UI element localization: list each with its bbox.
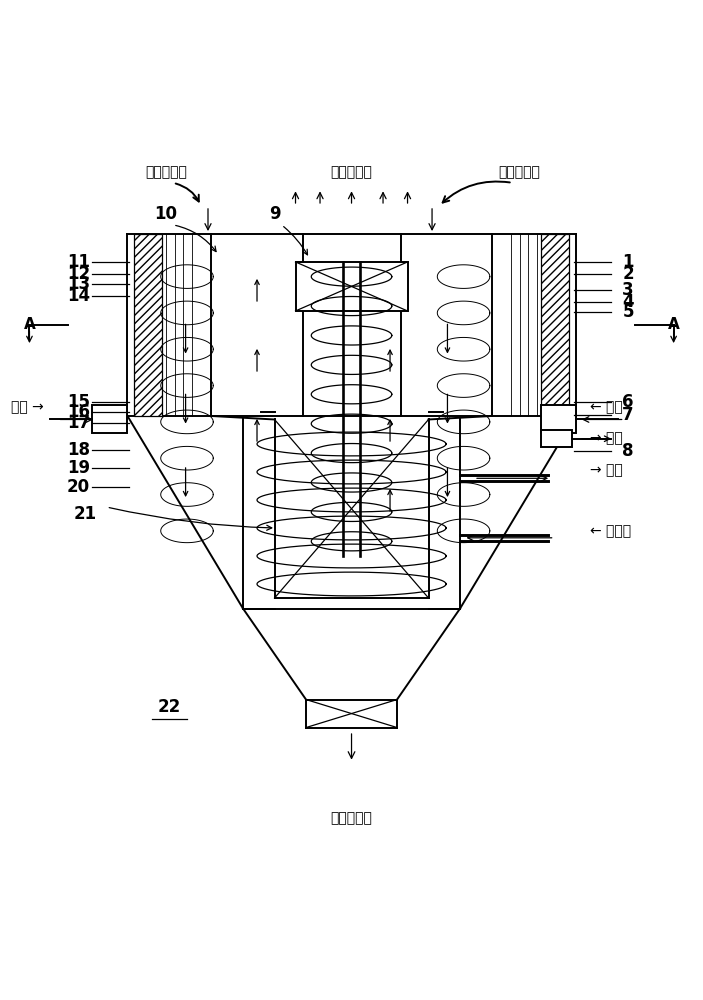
Bar — [541, 430, 572, 447]
Text: 14: 14 — [67, 287, 90, 305]
Text: 5: 5 — [622, 303, 634, 321]
Bar — [541, 405, 576, 433]
Text: 17: 17 — [67, 414, 90, 432]
Text: 11: 11 — [67, 253, 90, 271]
Text: 10: 10 — [155, 205, 177, 223]
Text: 18: 18 — [67, 441, 90, 459]
Text: ← 燃气: ← 燃气 — [590, 400, 622, 414]
Text: 12: 12 — [67, 265, 90, 283]
Text: 1: 1 — [622, 253, 634, 271]
Text: A: A — [668, 317, 680, 332]
Text: A: A — [24, 317, 35, 332]
Bar — [93, 405, 127, 433]
Text: 8: 8 — [622, 442, 634, 460]
Bar — [541, 234, 569, 416]
Text: ← 冷却水: ← 冷却水 — [590, 525, 631, 539]
Text: 2: 2 — [622, 265, 634, 283]
Text: 3: 3 — [622, 281, 634, 299]
Text: 9: 9 — [269, 205, 280, 223]
Text: 4: 4 — [622, 293, 634, 311]
Text: 待修复土壤: 待修复土壤 — [498, 165, 541, 179]
Text: 修复后土壤: 修复后土壤 — [330, 812, 373, 826]
Text: 燃气 →: 燃气 → — [11, 400, 44, 414]
Text: 6: 6 — [622, 393, 634, 411]
Text: 13: 13 — [67, 275, 90, 293]
Text: 16: 16 — [67, 403, 90, 421]
Text: 待修复土壤: 待修复土壤 — [145, 165, 187, 179]
Text: → 热水: → 热水 — [590, 464, 622, 478]
Text: 15: 15 — [67, 393, 90, 411]
Text: 20: 20 — [67, 478, 90, 496]
Text: 7: 7 — [622, 406, 634, 424]
Text: 22: 22 — [158, 698, 181, 716]
Text: → 烟气: → 烟气 — [590, 431, 622, 445]
Text: 气态污染物: 气态污染物 — [330, 165, 373, 179]
Text: 21: 21 — [74, 505, 97, 523]
Text: 19: 19 — [67, 459, 90, 477]
Bar — [295, 262, 408, 311]
Bar — [134, 234, 162, 416]
